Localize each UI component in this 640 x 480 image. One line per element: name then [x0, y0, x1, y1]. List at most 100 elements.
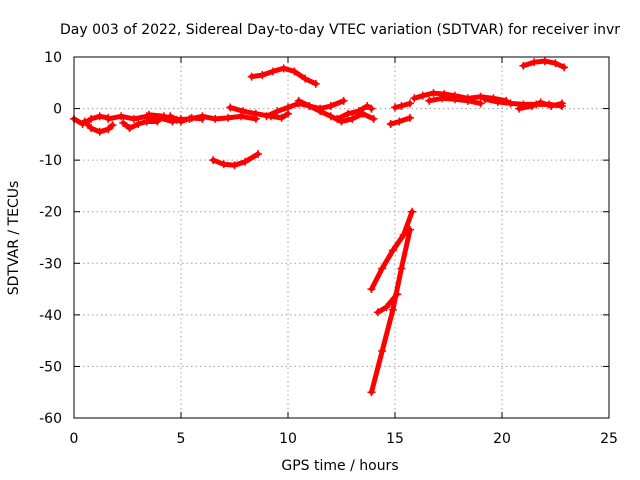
sdtvar-point: [119, 119, 128, 128]
sdtvar-point: [226, 103, 235, 112]
sdtvar-point: [405, 113, 414, 122]
sdtvar-point: [236, 112, 245, 121]
sdtvar-point: [209, 156, 218, 165]
sdtvar-point: [241, 157, 250, 166]
sdtvar-point: [177, 117, 185, 126]
sdtvar-point: [530, 58, 539, 67]
sdtvar-point: [386, 120, 395, 129]
sdtvar-point: [230, 161, 239, 170]
sdtvar-point: [397, 264, 406, 273]
y-tick-label: -20: [39, 205, 62, 221]
sdtvar-point: [463, 96, 472, 105]
sdtvar-point: [476, 92, 485, 101]
x-tick-label: 25: [600, 431, 618, 447]
sdtvar-point: [367, 104, 376, 113]
sdtvar-point: [560, 63, 569, 72]
sdtvar-point: [363, 101, 372, 110]
sdtvar-point: [547, 101, 556, 110]
sdtvar-point: [418, 91, 427, 100]
x-axis-label: GPS time / hours: [281, 458, 398, 474]
sdtvar-point: [142, 117, 151, 126]
sdtvar-point: [80, 117, 89, 126]
x-tick-labels: 0 5 10 15 20 25: [70, 431, 618, 447]
sdtvar-point: [294, 96, 303, 105]
sdtvar-point: [378, 264, 387, 273]
sdtvar-point: [378, 346, 387, 355]
sdtvar-point: [339, 96, 348, 105]
sdtvar-point: [239, 107, 248, 116]
sdtvar-point: [251, 109, 260, 118]
sdtvar-point: [144, 110, 153, 119]
sdtvar-point: [405, 99, 414, 108]
sdtvar-point: [348, 114, 357, 123]
sdtvar-point: [354, 107, 363, 116]
x-tick-label: 5: [177, 431, 186, 447]
sdtvar-point: [258, 71, 267, 80]
sdtvar-track: [120, 119, 160, 131]
y-tick-label: 0: [53, 102, 62, 118]
sdtvar-point: [95, 127, 104, 136]
sdtvar-point: [429, 89, 438, 98]
sdtvar-point: [211, 114, 220, 123]
x-tick-label: 20: [493, 431, 511, 447]
sdtvar-point: [519, 61, 528, 70]
sdtvar-point: [153, 117, 162, 126]
sdtvar-point: [279, 64, 288, 73]
y-tick-label: -30: [39, 256, 62, 272]
plot-frame: [73, 56, 610, 419]
sdtvar-point: [108, 121, 117, 130]
sdtvar-point: [493, 97, 502, 106]
sdtvar-point: [87, 124, 96, 133]
sdtvar-point: [262, 112, 271, 121]
data-series: [70, 57, 569, 397]
sdtvar-point: [343, 109, 352, 118]
sdtvar-point: [333, 114, 342, 123]
sdtvar-point: [247, 72, 256, 81]
sdtvar-point: [301, 74, 310, 83]
sdtvar-point: [87, 114, 96, 123]
sdtvar-point: [388, 246, 397, 255]
y-tick-label: -40: [39, 308, 62, 324]
y-tick-label: -10: [39, 153, 62, 169]
chart-title: Day 003 of 2022, Sidereal Day-to-day VTE…: [60, 22, 620, 38]
sdtvar-point: [373, 308, 382, 317]
sdtvar-point: [388, 305, 397, 314]
sdtvar-point: [134, 120, 143, 129]
sdtvar-point: [536, 98, 545, 107]
sdtvar-point: [557, 99, 566, 108]
sdtvar-point: [326, 101, 335, 110]
sdtvar-point: [326, 112, 335, 121]
sdtvar-point: [506, 99, 515, 108]
grid-lines: [74, 57, 609, 418]
sdtvar-point: [198, 114, 207, 123]
sdtvar-point: [284, 103, 292, 112]
sdtvar-point: [391, 103, 399, 112]
sdtvar-point: [438, 94, 447, 103]
x-tick-label: 10: [279, 431, 297, 447]
sdtvar-point: [290, 67, 299, 76]
axis-ticks: [73, 56, 610, 419]
sdtvar-point: [187, 113, 196, 122]
sdtvar-track: [520, 58, 567, 70]
sdtvar-point: [527, 101, 536, 110]
sdtvar-point: [117, 112, 126, 121]
y-axis-label: SDTVAR / TECUs: [6, 181, 22, 296]
sdtvar-point: [224, 113, 233, 122]
sdtvar-point: [408, 207, 417, 216]
sdtvar-point: [405, 225, 414, 234]
y-tick-label: -60: [39, 411, 62, 427]
sdtvar-point: [382, 303, 391, 312]
y-tick-labels: -60 -50 -40 -30 -20 -10 0 10: [39, 50, 62, 427]
sdtvar-point: [551, 59, 560, 68]
sdtvar-point: [104, 114, 113, 123]
sdtvar-point: [305, 101, 314, 110]
sdtvar-point: [104, 125, 113, 134]
sdtvar-point: [269, 67, 278, 76]
sdtvar-point: [515, 104, 524, 113]
sdtvar-point: [166, 112, 175, 121]
sdtvar-track: [167, 113, 205, 124]
sdtvar-point: [369, 114, 378, 123]
sdtvar-point: [540, 57, 549, 66]
sdtvar-point: [311, 79, 320, 88]
